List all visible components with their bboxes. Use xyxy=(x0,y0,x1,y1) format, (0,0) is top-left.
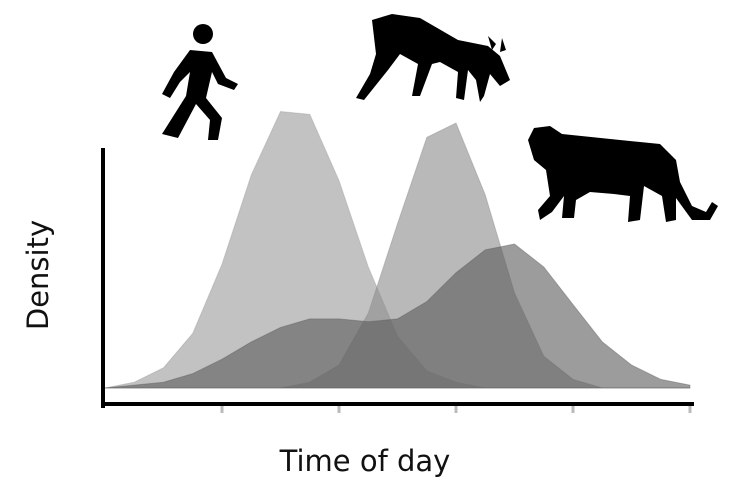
density-area xyxy=(104,243,691,389)
icon-deer xyxy=(356,14,510,102)
y-axis-label: Density xyxy=(21,220,55,330)
plot xyxy=(101,110,694,413)
icon-leopard xyxy=(528,126,718,222)
x-axis-label: Time of day xyxy=(279,444,451,478)
icon-person xyxy=(162,24,238,140)
